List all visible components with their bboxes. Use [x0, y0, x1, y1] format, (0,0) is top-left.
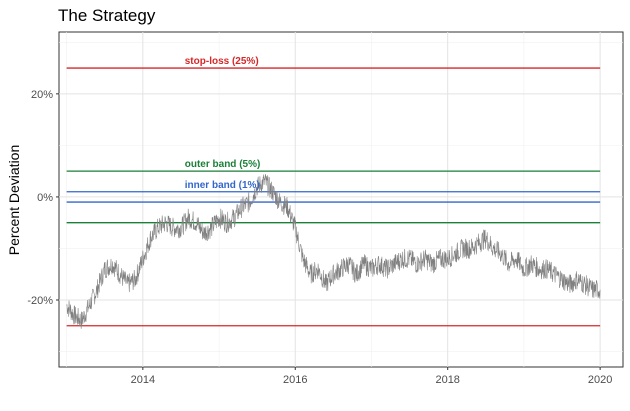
reference-line-label: stop-loss (25%): [185, 56, 259, 67]
y-tick-label: 20%: [31, 89, 53, 101]
reference-lines: [66, 67, 601, 327]
chart-title: The Strategy: [58, 6, 156, 25]
y-axis: -20% 0% 20%: [27, 89, 59, 307]
x-axis: 2014 2016 2018 2020: [131, 367, 612, 386]
series-line: [66, 173, 601, 329]
x-tick-label: 2020: [588, 374, 612, 386]
reference-line-label: inner band (1%): [185, 180, 260, 191]
grid-lines: [59, 32, 623, 367]
y-tick-label: 0%: [37, 192, 53, 204]
y-tick-label: -20%: [27, 295, 53, 307]
plot-panel: [58, 31, 624, 368]
x-tick-label: 2016: [283, 374, 307, 386]
x-tick-label: 2018: [435, 374, 459, 386]
x-tick-label: 2014: [131, 374, 155, 386]
series-layer: [66, 173, 601, 329]
reference-line-label: outer band (5%): [185, 159, 261, 170]
annotation-layer: stop-loss (25%) outer band (5%) inner band…: [185, 56, 261, 191]
y-axis-title: Percent Deviation: [6, 145, 22, 256]
